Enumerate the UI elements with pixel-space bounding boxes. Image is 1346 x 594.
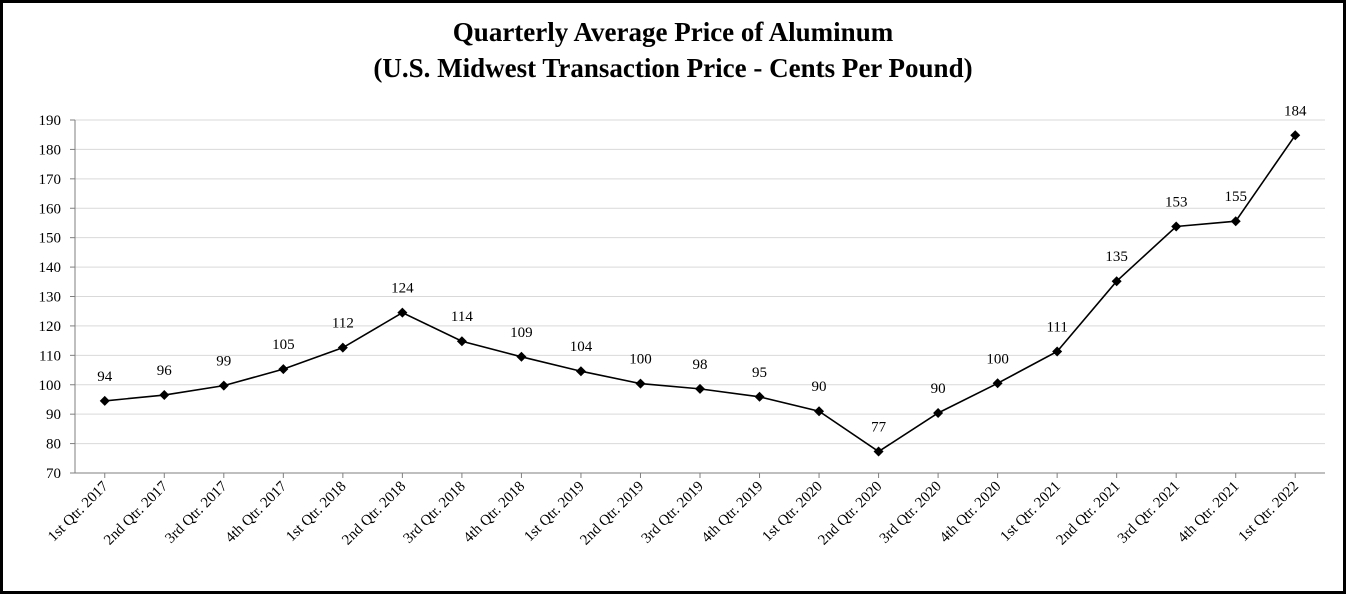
data-markers	[99, 130, 1301, 457]
gridlines	[75, 119, 1325, 445]
data-label: 95	[752, 365, 767, 381]
data-point-marker	[754, 391, 765, 402]
x-tick-label: 4th Qtr. 2019	[699, 479, 767, 547]
x-tick-label: 4th Qtr. 2018	[461, 479, 529, 547]
data-point-marker	[1230, 216, 1241, 227]
data-point-marker	[516, 351, 527, 362]
data-point-marker	[635, 378, 646, 389]
y-tick-label: 160	[39, 201, 62, 217]
axes	[70, 119, 1325, 478]
y-tick-label: 90	[46, 407, 61, 423]
data-label: 104	[570, 339, 593, 355]
chart-subtitle: (U.S. Midwest Transaction Price - Cents …	[373, 53, 973, 83]
y-tick-label: 100	[39, 378, 62, 394]
data-point-marker	[1290, 130, 1301, 141]
series-line-path	[104, 134, 1296, 453]
data-label: 105	[272, 337, 295, 353]
data-point-marker	[99, 395, 110, 406]
data-label: 112	[332, 316, 354, 332]
data-label: 111	[1046, 320, 1067, 336]
data-point-marker	[218, 380, 229, 391]
data-point-marker	[1171, 221, 1182, 232]
data-label: 90	[931, 381, 946, 397]
data-point-marker	[933, 407, 944, 418]
data-point-marker	[1111, 276, 1122, 287]
data-point-marker	[992, 378, 1003, 389]
data-label: 98	[693, 357, 708, 373]
x-tick-label: 3rd Qtr. 2020	[877, 479, 945, 547]
x-tick-label: 1st Qtr. 2022	[1236, 479, 1302, 545]
data-label: 96	[157, 363, 173, 379]
data-point-marker	[873, 446, 884, 457]
y-tick-label: 120	[39, 319, 62, 335]
data-label: 100	[986, 351, 1009, 367]
y-tick-label: 190	[39, 113, 62, 129]
y-tick-label: 70	[46, 466, 61, 482]
x-tick-label: 1st Qtr. 2021	[998, 479, 1064, 545]
y-tick-label: 140	[39, 260, 62, 276]
data-point-marker	[695, 383, 705, 394]
x-tick-label: 4th Qtr. 2020	[937, 479, 1005, 547]
series-line	[104, 134, 1296, 453]
data-label: 77	[871, 420, 887, 436]
data-label: 99	[216, 354, 231, 370]
chart-title-block: Quarterly Average Price of Aluminum (U.S…	[0, 14, 1346, 86]
y-tick-label: 80	[46, 437, 61, 453]
data-labels: 94 96 99 105 112 124 114 109 104 100 98 95 90 77 90 100…	[97, 103, 1307, 435]
data-point-marker	[575, 366, 586, 377]
x-tick-label: 3rd Qtr. 2019	[639, 479, 707, 547]
data-label: 135	[1105, 249, 1128, 265]
data-label: 184	[1284, 103, 1307, 119]
x-tick-label: 1st Qtr. 2018	[283, 479, 349, 545]
chart-title: Quarterly Average Price of Aluminum	[452, 17, 894, 47]
data-point-marker	[278, 364, 289, 375]
y-tick-label: 180	[39, 142, 62, 158]
data-point-marker	[456, 336, 467, 347]
data-label: 124	[391, 281, 414, 297]
data-label: 100	[629, 352, 652, 368]
data-point-marker	[1052, 346, 1063, 357]
x-tick-label: 3rd Qtr. 2017	[162, 478, 231, 547]
x-tick-label: 2nd Qtr. 2020	[815, 479, 885, 549]
y-tick-label: 130	[39, 290, 62, 306]
y-tick-label: 110	[39, 348, 61, 364]
x-tick-label: 3rd Qtr. 2021	[1115, 479, 1183, 547]
x-tick-label: 1st Qtr. 2020	[759, 479, 825, 545]
x-tick-label: 4th Qtr. 2021	[1175, 479, 1243, 547]
x-tick-label: 2nd Qtr. 2018	[339, 479, 409, 549]
y-tick-labels: 70 80 90 100 110 120 130 140 150 160 170 180 190	[39, 113, 62, 482]
data-label: 153	[1165, 194, 1188, 210]
x-tick-label: 2nd Qtr. 2019	[577, 479, 647, 549]
y-tick-label: 170	[39, 172, 62, 188]
data-label: 90	[812, 379, 827, 395]
x-tick-label: 1st Qtr. 2019	[521, 479, 587, 545]
data-label: 155	[1224, 189, 1247, 205]
x-tick-label: 4th Qtr. 2017	[223, 478, 291, 546]
data-point-marker	[397, 307, 408, 318]
data-label: 114	[451, 309, 473, 325]
x-tick-label: 2nd Qtr. 2017	[101, 478, 171, 548]
x-tick-label: 1st Qtr. 2017	[45, 478, 112, 545]
data-label: 94	[97, 369, 113, 385]
x-tick-label: 2nd Qtr. 2021	[1054, 479, 1124, 549]
y-tick-label: 150	[39, 231, 62, 247]
data-point-marker	[337, 342, 348, 353]
x-tick-label: 3rd Qtr. 2018	[401, 479, 469, 547]
data-point-marker	[159, 390, 170, 401]
data-point-marker	[814, 406, 825, 417]
data-label: 109	[510, 325, 533, 341]
